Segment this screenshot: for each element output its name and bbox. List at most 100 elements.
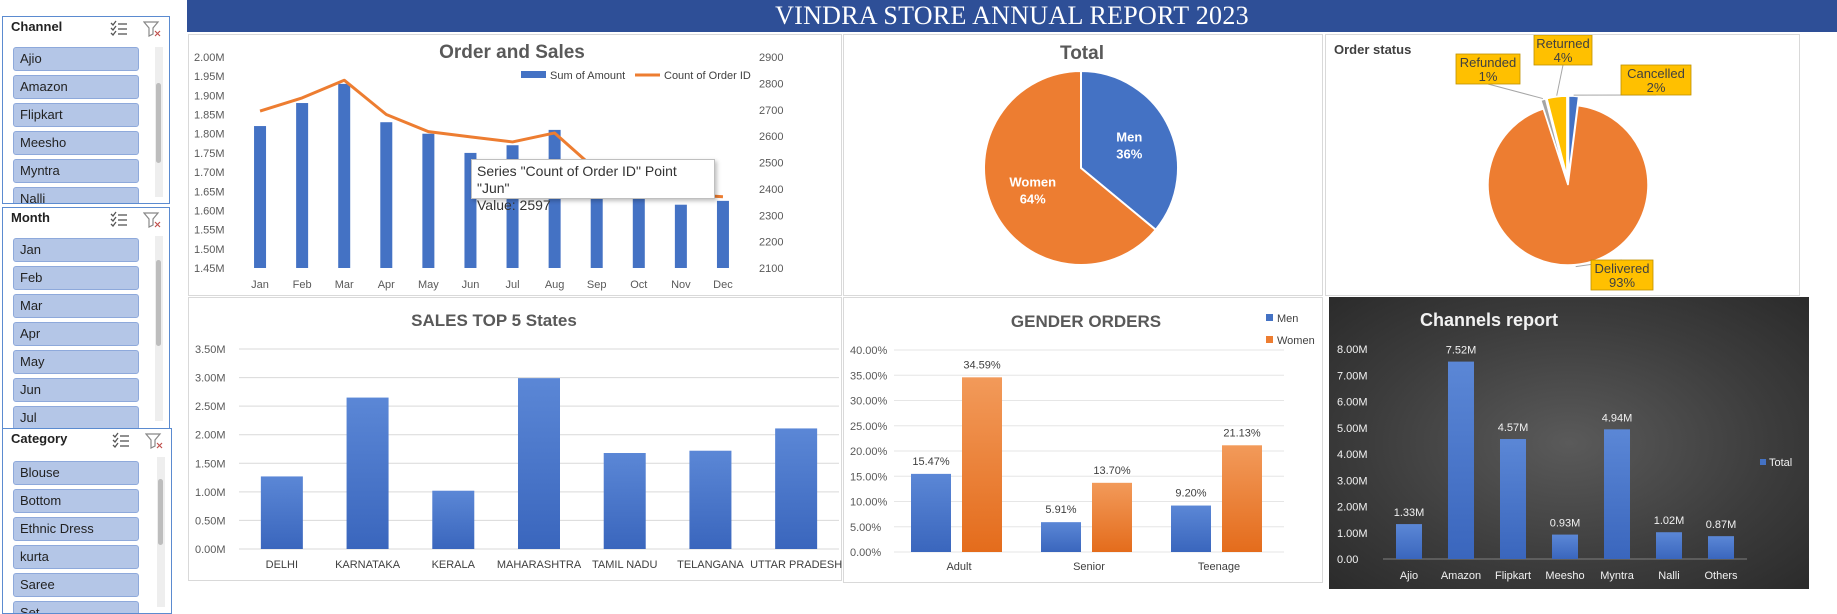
y-tick-label: 3.00M <box>195 373 226 385</box>
tooltip-line1: Series "Count of Order ID" Point "Jun" <box>477 163 677 196</box>
category-item-ethnic-dress[interactable]: Ethnic Dress <box>13 517 139 541</box>
callout-leader <box>1487 83 1544 100</box>
chart-title: SALES TOP 5 States <box>411 311 577 330</box>
report-banner: VINDRA STORE ANNUAL REPORT 2023 <box>187 0 1837 32</box>
x-tick-label: KERALA <box>432 559 476 571</box>
x-tick-label: MAHARASHTRA <box>497 559 582 571</box>
bar-women <box>1092 482 1132 552</box>
bar-amount <box>506 145 519 268</box>
x-tick-label: Jul <box>506 279 520 291</box>
x-tick-label: Flipkart <box>1495 570 1531 582</box>
channel-slicer[interactable]: Channel Ajio Amazon Flipkart Meesho Myntra Na… <box>2 16 170 204</box>
month-item-feb[interactable]: Feb <box>13 266 139 290</box>
x-tick-label: DELHI <box>266 559 298 571</box>
channel-item-nalli[interactable]: Nalli <box>13 187 139 203</box>
bar-amount <box>380 122 393 268</box>
y-tick-label: 30.00% <box>850 396 888 408</box>
bar-women <box>962 377 1002 552</box>
bar-state <box>689 450 732 549</box>
y-tick-label: 7.00M <box>1337 370 1368 382</box>
y-tick-label: 1.95M <box>194 71 225 83</box>
category-scrollbar[interactable] <box>157 457 165 607</box>
bar-state <box>346 397 389 549</box>
callout-label: Returned <box>1536 36 1589 51</box>
multi-select-icon[interactable] <box>111 431 163 449</box>
month-scrollbar[interactable] <box>155 236 163 421</box>
multi-select-icon[interactable] <box>109 19 161 37</box>
month-item-jan[interactable]: Jan <box>13 238 139 262</box>
category-item-saree[interactable]: Saree <box>13 573 139 597</box>
month-item-mar[interactable]: Mar <box>13 294 139 318</box>
pie-label-name: Men <box>1116 129 1142 144</box>
clear-filter-icon[interactable] <box>145 432 165 450</box>
bar-amount <box>338 83 351 268</box>
category-item-blouse[interactable]: Blouse <box>13 461 139 485</box>
channels-panel: Channels report 0.00 1.00M 2.00M 3.00M 4.00M 5… <box>1329 297 1809 589</box>
x-tick-label: Myntra <box>1600 570 1635 582</box>
callout-leader <box>1556 64 1564 96</box>
bar-state <box>603 453 646 549</box>
month-item-jun[interactable]: Jun <box>13 378 139 402</box>
callout-value: 2% <box>1647 80 1666 95</box>
x-tick-label: Apr <box>378 279 395 291</box>
y-tick-label: 1.50M <box>194 244 225 256</box>
y2-tick-label: 2600 <box>759 131 783 143</box>
multi-select-icon[interactable] <box>109 210 161 228</box>
channel-scrollbar[interactable] <box>155 47 163 197</box>
y2-tick-label: 2100 <box>759 263 783 275</box>
y-tick-label: 3.00M <box>1337 475 1368 487</box>
data-label: 5.91% <box>1045 504 1076 516</box>
pie-label-value: 64% <box>1020 192 1046 207</box>
y-tick-label: 40.00% <box>850 345 888 357</box>
x-tick-label: Teenage <box>1198 561 1240 573</box>
data-label: 0.93M <box>1550 518 1581 530</box>
x-tick-label: Oct <box>630 279 647 291</box>
legend-label-amount: Sum of Amount <box>550 70 625 82</box>
y2-tick-label: 2400 <box>759 184 783 196</box>
x-tick-label: UTTAR PRADESH <box>750 559 842 571</box>
channel-item-amazon[interactable]: Amazon <box>13 75 139 99</box>
y2-tick-label: 2900 <box>759 52 783 64</box>
order-sales-panel: Order and Sales 1.45M 1.50M 1.55M 1.60M 1.65M… <box>188 34 842 296</box>
bar-women <box>1222 445 1262 552</box>
top5-states-chart: SALES TOP 5 States 0.00M 0.50M 1.00M 1.50M 2.… <box>195 311 842 571</box>
month-item-apr[interactable]: Apr <box>13 322 139 346</box>
x-tick-label: Jan <box>251 279 269 291</box>
callout-box-delivered <box>1590 259 1654 291</box>
category-item-bottom[interactable]: Bottom <box>13 489 139 513</box>
channels-chart: Channels report 0.00 1.00M 2.00M 3.00M 4.00M 5… <box>1337 310 1792 582</box>
month-item-may[interactable]: May <box>13 350 139 374</box>
clear-filter-icon[interactable] <box>143 211 163 229</box>
y-tick-label: 1.70M <box>194 167 225 179</box>
callout-label: Delivered <box>1595 261 1650 276</box>
channel-item-flipkart[interactable]: Flipkart <box>13 103 139 127</box>
channel-item-meesho[interactable]: Meesho <box>13 131 139 155</box>
bar-state <box>775 428 818 549</box>
y2-tick-label: 2800 <box>759 78 783 90</box>
data-label: 1.02M <box>1654 515 1685 527</box>
legend-swatch <box>1760 459 1766 465</box>
chart-title: GENDER ORDERS <box>1011 312 1161 331</box>
bar-state <box>432 490 475 549</box>
channel-item-myntra[interactable]: Myntra <box>13 159 139 183</box>
y-tick-label: 0.50M <box>195 515 226 527</box>
category-slicer[interactable]: Category Blouse Bottom Ethnic Dress kurta Sa… <box>2 428 172 614</box>
category-item-kurta[interactable]: kurta <box>13 545 139 569</box>
y-tick-label: 2.50M <box>195 401 226 413</box>
y-tick-label: 1.65M <box>194 186 225 198</box>
data-label: 9.20% <box>1175 488 1206 500</box>
bar-amount <box>674 204 687 268</box>
legend-label: Total <box>1769 457 1792 469</box>
y-tick-label: 35.00% <box>850 370 888 382</box>
category-item-set[interactable]: Set <box>13 601 139 613</box>
y-tick-label: 2.00M <box>194 52 225 64</box>
chart-title: Order and Sales <box>439 42 585 63</box>
month-item-jul[interactable]: Jul <box>13 406 139 428</box>
data-label: 34.59% <box>963 359 1001 371</box>
clear-filter-icon[interactable] <box>143 20 163 38</box>
category-slicer-title: Category <box>11 431 68 446</box>
bar-amount <box>716 200 729 268</box>
channel-item-ajio[interactable]: Ajio <box>13 47 139 71</box>
month-slicer[interactable]: Month Jan Feb Mar Apr May Jun Jul <box>2 207 170 429</box>
bar-men <box>911 473 951 552</box>
